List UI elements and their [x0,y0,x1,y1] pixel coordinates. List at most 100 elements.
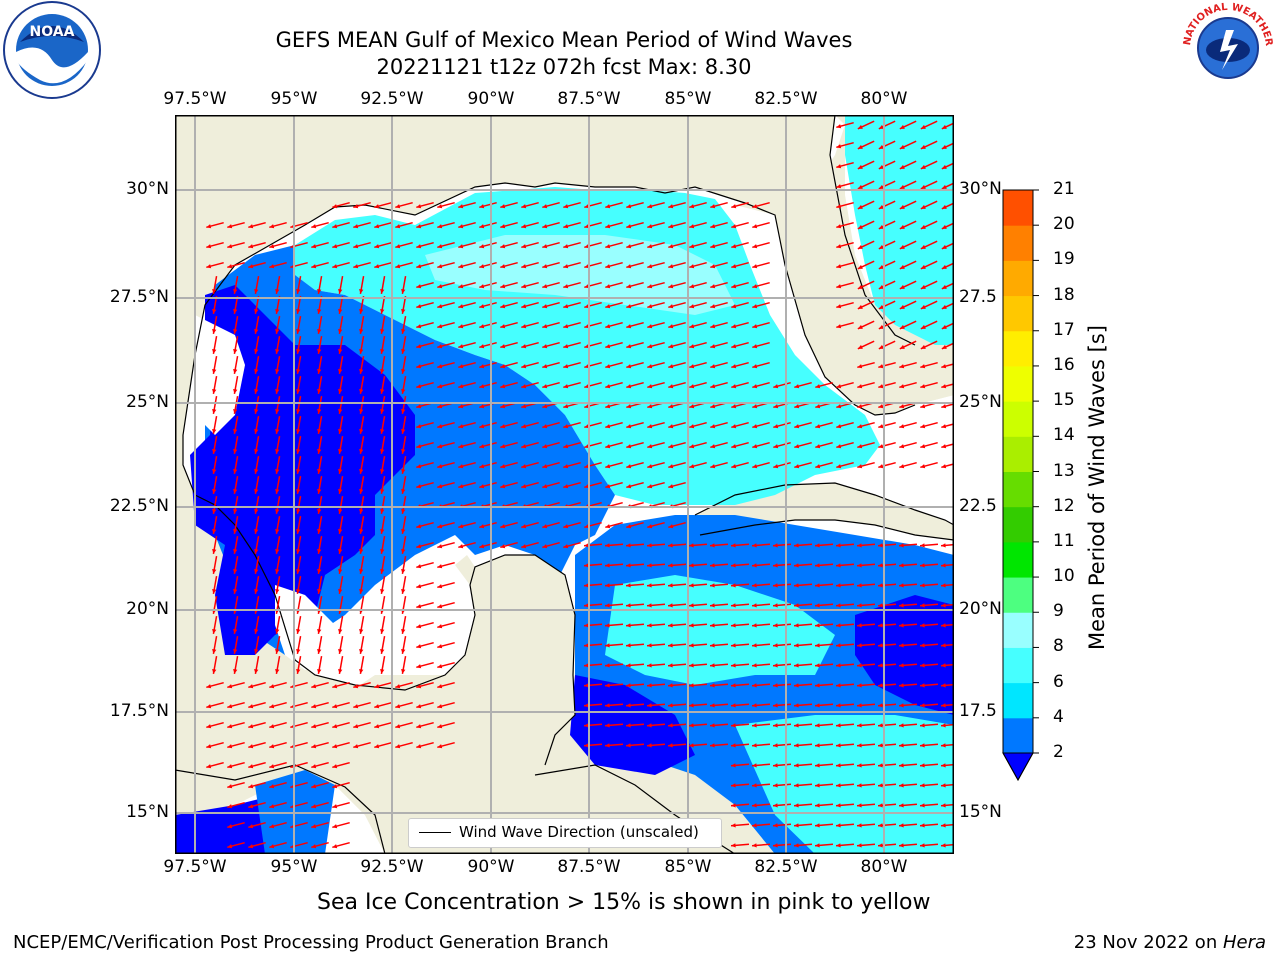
wave-direction-arrow [227,721,245,729]
wave-direction-arrow [437,741,455,749]
wave-direction-arrow [584,221,602,229]
wave-direction-arrow [772,703,792,708]
wave-direction-arrow [856,603,876,608]
wave-direction-arrow [317,376,323,394]
wave-direction-arrow [709,703,729,708]
wave-direction-arrow [751,603,771,608]
wave-direction-arrow [814,663,834,668]
wave-direction-arrow [542,221,560,229]
wave-direction-arrow [311,681,329,689]
wave-direction-arrow [521,261,539,269]
wave-direction-arrow [380,276,386,294]
wave-direction-arrow [479,241,497,249]
wave-direction-arrow [374,681,392,689]
wave-direction-arrow [793,843,813,848]
wave-direction-arrow [689,361,707,369]
wave-direction-arrow [359,476,365,494]
wave-direction-arrow [500,281,518,289]
plot-title-line1: GEFS MEAN Gulf of Mexico Mean Period of … [275,28,853,52]
wave-direction-arrow [940,743,954,748]
wave-direction-arrow [688,643,708,648]
wave-direction-arrow [688,603,708,608]
wave-direction-arrow [416,701,434,709]
wave-direction-arrow [878,180,896,190]
lon-tick-label-top: 92.5°W [360,89,424,109]
wave-direction-arrow [212,276,218,294]
wave-direction-arrow [254,656,260,674]
wave-direction-arrow [275,636,281,654]
wave-direction-arrow [583,563,603,568]
wave-direction-arrow [275,396,281,414]
wave-direction-arrow [416,221,434,229]
wave-direction-arrow [248,841,266,849]
wave-direction-arrow [604,743,624,748]
wave-direction-arrow [563,481,581,489]
wave-direction-arrow [583,643,603,648]
wave-direction-arrow [206,721,224,729]
wave-direction-arrow [752,381,770,389]
wave-direction-arrow [542,521,560,529]
wave-direction-arrow [920,260,938,270]
wave-direction-arrow [380,536,386,554]
wave-direction-arrow [793,623,813,628]
wave-direction-arrow [793,703,813,708]
wave-direction-arrow [752,421,770,429]
wave-direction-arrow [773,421,791,429]
wave-direction-arrow [688,623,708,628]
wave-direction-arrow [317,436,323,454]
wave-direction-arrow [395,261,413,269]
wave-direction-arrow [751,823,771,828]
wave-direction-arrow [521,241,539,249]
wave-direction-arrow [794,441,812,449]
wave-direction-arrow [772,763,792,768]
lat-tick-label-left: 15°N [126,802,169,822]
wave-direction-arrow [772,663,792,668]
wave-direction-arrow [793,783,813,788]
colorbar-segment [1003,295,1033,332]
wave-direction-arrow [583,623,603,628]
wave-direction-arrow [353,741,371,749]
colorbar [1000,185,1040,785]
wave-direction-arrow [206,741,224,749]
colorbar-tick-label: 20 [1053,214,1075,235]
wave-direction-arrow [437,421,455,429]
wave-direction-arrow [296,356,302,374]
wave-direction-arrow [563,321,581,329]
wave-direction-arrow [542,281,560,289]
wave-direction-arrow [919,643,939,648]
wave-direction-arrow [500,361,518,369]
wave-direction-arrow [254,616,260,634]
lon-tick-label-bottom: 95°W [270,857,318,877]
wave-direction-arrow [416,621,434,629]
wave-direction-arrow [877,743,897,748]
wave-direction-arrow [296,476,302,494]
wave-direction-arrow [646,723,666,728]
wave-direction-arrow [338,636,344,654]
wave-direction-arrow [730,543,750,548]
wave-direction-arrow [878,320,896,330]
wave-direction-arrow [416,541,434,549]
wave-direction-arrow [584,381,602,389]
wave-direction-arrow [583,683,603,688]
wave-direction-arrow [332,701,350,709]
wave-direction-arrow [752,221,770,229]
wave-direction-arrow [437,621,455,629]
wave-direction-arrow [856,663,876,668]
wave-direction-arrow [731,361,749,369]
wave-direction-arrow [752,321,770,329]
wave-direction-arrow [752,281,770,289]
wave-direction-arrow [772,783,792,788]
wave-direction-arrow [353,681,371,689]
wave-direction-arrow [772,823,792,828]
wave-direction-arrow [667,643,687,648]
wave-direction-arrow [584,201,602,209]
wave-direction-arrow [604,663,624,668]
wave-direction-arrow [604,583,624,588]
wave-direction-arrow [752,441,770,449]
wave-direction-arrow [626,221,644,229]
wave-direction-arrow [296,376,302,394]
wave-direction-arrow [898,803,918,808]
wave-direction-arrow [359,496,365,514]
wave-direction-arrow [563,361,581,369]
wave-direction-arrow [317,576,323,594]
